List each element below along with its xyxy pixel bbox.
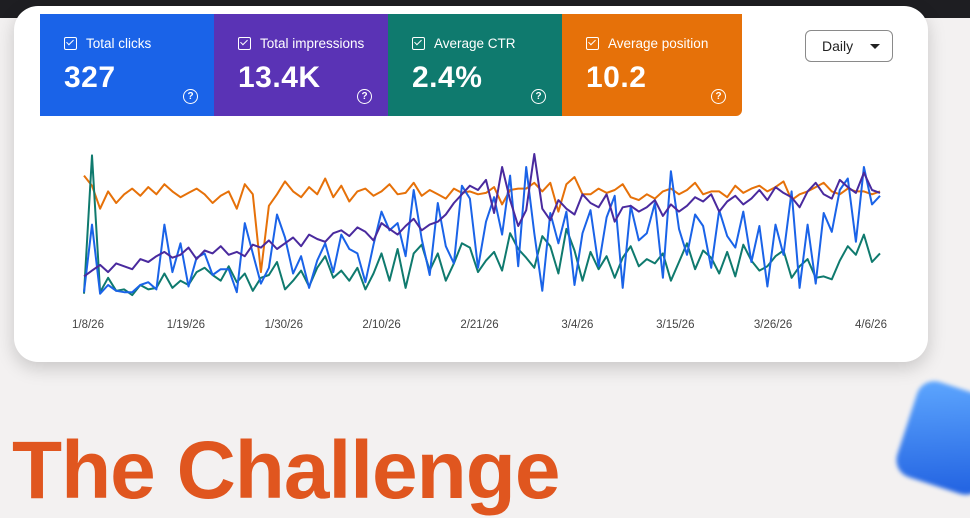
x-tick-label: 1/30/26 [265,319,303,331]
help-icon[interactable]: ? [357,89,372,104]
x-tick-label: 1/8/26 [72,319,104,331]
decorative-blue-shape [891,376,970,500]
x-tick-label: 2/10/26 [362,319,400,331]
x-tick-label: 3/15/26 [656,319,694,331]
series-line-0 [83,174,881,274]
series-line-3 [83,153,881,278]
x-tick-label: 3/4/26 [561,319,593,331]
metric-tile-average-position[interactable]: Average position 10.2 ? [562,14,742,116]
metric-label: Total clicks [86,36,152,51]
select-value: Daily [822,38,854,54]
metric-label: Total impressions [260,36,365,51]
x-tick-label: 3/26/26 [754,319,792,331]
date-granularity-select[interactable]: Daily [805,30,893,62]
series-line-2 [83,166,881,295]
metric-value: 327 [64,61,116,94]
x-tick-label: 2/21/26 [460,319,498,331]
help-icon[interactable]: ? [711,89,726,104]
performance-line-chart: 1/8/26 1/19/26 1/30/26 2/10/26 2/21/26 3/4/26… [72,153,887,331]
metric-label: Average CTR [434,36,516,51]
x-tick-label: 4/6/26 [855,319,887,331]
checkbox-checked-icon[interactable] [64,37,77,50]
dropdown-arrow-icon [870,44,880,49]
help-icon[interactable]: ? [531,89,546,104]
metric-tile-average-ctr[interactable]: Average CTR 2.4% ? [388,14,562,116]
headline: The Challenge [12,425,560,516]
metric-label: Average position [608,36,709,51]
x-tick-label: 1/19/26 [167,319,205,331]
checkbox-checked-icon[interactable] [412,37,425,50]
metric-tiles: Total clicks 327 ? Total impressions 13.… [40,14,742,116]
performance-card: Total clicks 327 ? Total impressions 13.… [14,6,928,362]
metric-value: 10.2 [586,61,647,94]
metric-tile-total-clicks[interactable]: Total clicks 327 ? [40,14,214,116]
metric-value: 13.4K [238,61,321,94]
metric-value: 2.4% [412,61,483,94]
help-icon[interactable]: ? [183,89,198,104]
metric-tile-total-impressions[interactable]: Total impressions 13.4K ? [214,14,388,116]
checkbox-checked-icon[interactable] [586,37,599,50]
series-line-1 [83,154,881,297]
checkbox-checked-icon[interactable] [238,37,251,50]
